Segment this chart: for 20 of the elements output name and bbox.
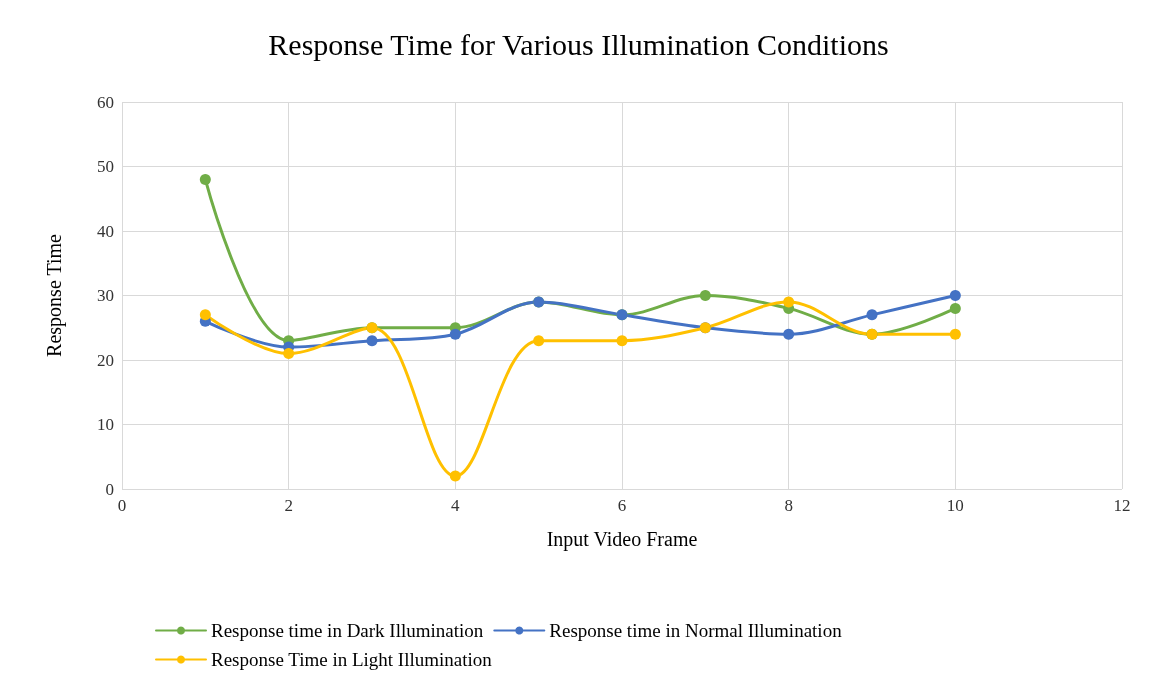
y-tick-label: 40 [97, 221, 114, 241]
x-tick-label: 6 [617, 496, 627, 515]
y-tick-label: 10 [97, 415, 114, 434]
y-tick-label: 20 [97, 350, 114, 370]
legend-label: Response time in Dark Illumination [211, 620, 484, 641]
y-axis-title: Response Time [43, 233, 66, 357]
x-axis-title: Input Video Frame [546, 528, 698, 551]
x-tick-label: 2 [284, 496, 293, 515]
y-tick-label: 0 [105, 479, 114, 499]
x-tick-label: 12 [1113, 496, 1131, 515]
y-tick-label: 60 [97, 92, 114, 112]
x-tick-label: 4 [451, 496, 461, 515]
legend-label: Response Time in Light Illumination [211, 649, 493, 670]
legend-label: Response time in Normal Illumination [549, 620, 843, 641]
x-tick-label: 0 [117, 496, 127, 515]
y-tick-label: 50 [97, 157, 114, 176]
chart-title: Response Time for Various Illumination Conditions [268, 27, 889, 61]
x-tick-label: 8 [784, 496, 793, 515]
x-tick-label: 10 [946, 496, 964, 515]
y-tick-label: 30 [97, 286, 114, 305]
